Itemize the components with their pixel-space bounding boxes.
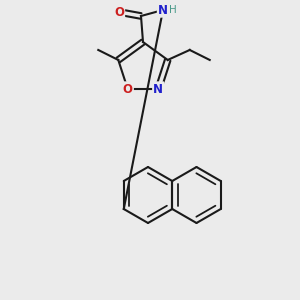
Text: O: O xyxy=(114,5,124,19)
Text: O: O xyxy=(123,82,133,95)
Text: N: N xyxy=(158,4,168,16)
Text: H: H xyxy=(169,5,177,15)
Text: N: N xyxy=(153,82,163,95)
